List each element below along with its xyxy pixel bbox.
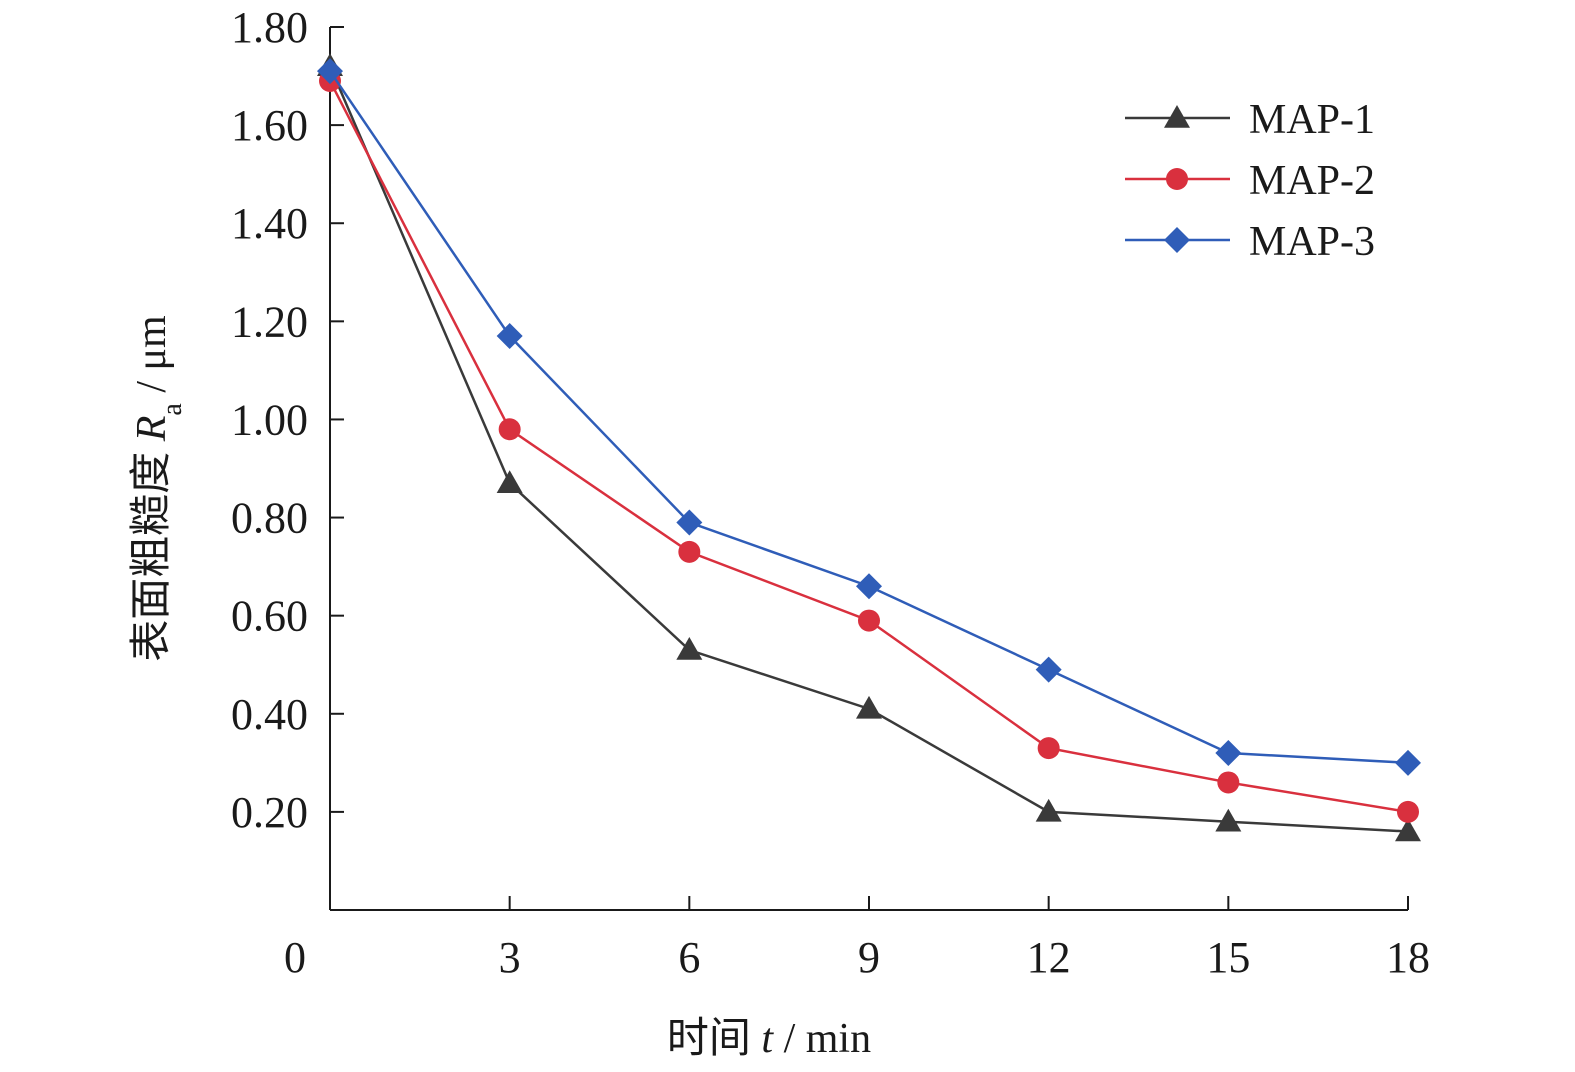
data-point — [678, 540, 701, 563]
y-tick-label: 1.80 — [231, 3, 308, 52]
y-tick-label: 0.40 — [231, 690, 308, 739]
data-point — [1215, 808, 1242, 832]
legend-item: MAP-2 — [1125, 158, 1375, 204]
data-point — [676, 509, 703, 536]
y-ticks: 0.20 0.40 0.60 0.80 1.00 1.20 1.40 1.60 1.80 — [231, 3, 344, 837]
x-tick-label: 18 — [1386, 933, 1430, 982]
data-point — [496, 323, 523, 350]
data-point — [1035, 656, 1062, 683]
data-point — [676, 637, 703, 660]
legend: MAP-1 MAP-2 MAP-3 — [1125, 97, 1375, 265]
data-point — [1035, 798, 1062, 822]
y-axis-title-prefix: 表面粗糙度 — [129, 441, 175, 662]
legend-item: MAP-1 — [1125, 97, 1375, 143]
data-point — [496, 470, 523, 493]
legend-label: MAP-2 — [1249, 158, 1375, 204]
x-tick-label: 9 — [858, 933, 880, 982]
legend-label: MAP-3 — [1249, 219, 1375, 265]
y-axis-title-unit: / μm — [129, 315, 175, 403]
y-tick-label: 1.00 — [231, 395, 308, 444]
x-axis-title: 时间 t / min — [667, 1016, 871, 1062]
x-tick-label: 15 — [1206, 933, 1250, 982]
y-tick-label: 0.60 — [231, 592, 308, 641]
x-ticks: 0 3 6 9 12 15 18 — [284, 896, 1430, 982]
legend-label: MAP-1 — [1249, 97, 1375, 143]
y-axis-title: 表面粗糙度 Ra / μm — [129, 315, 188, 662]
axes: 0.20 0.40 0.60 0.80 1.00 1.20 1.40 1.60 1.80 0 3 6… — [231, 3, 1430, 982]
data-point — [1395, 818, 1421, 842]
x-tick-label: 12 — [1027, 933, 1071, 982]
data-point — [317, 58, 343, 85]
data-point — [1215, 740, 1242, 767]
y-tick-label: 1.60 — [231, 101, 308, 150]
y-tick-label: 0.80 — [231, 494, 308, 543]
series-layer — [317, 53, 1421, 842]
x-tick-label: 6 — [678, 933, 700, 982]
y-tick-label: 1.20 — [231, 297, 308, 346]
data-point — [498, 418, 521, 441]
x-axis-title-unit: / min — [773, 1016, 871, 1062]
data-point — [858, 609, 880, 632]
data-point — [1217, 771, 1240, 794]
y-tick-label: 1.40 — [231, 199, 308, 248]
y-axis-title-subscript: a — [157, 403, 188, 416]
x-tick-label: 0 — [284, 933, 306, 982]
legend-item: MAP-3 — [1125, 219, 1375, 265]
legend-marker — [1164, 105, 1190, 128]
data-point — [1395, 749, 1421, 776]
y-axis-title-variable: R — [129, 416, 175, 443]
legend-marker — [1166, 168, 1188, 190]
data-point — [1037, 737, 1060, 760]
legend-marker — [1164, 227, 1190, 253]
series-line — [328, 70, 1409, 765]
x-axis-title-variable: t — [761, 1016, 774, 1062]
data-point — [1397, 800, 1419, 823]
data-point — [856, 695, 882, 719]
x-axis-title-prefix: 时间 — [667, 1016, 762, 1062]
y-tick-label: 0.20 — [231, 788, 308, 837]
x-tick-label: 3 — [499, 933, 521, 982]
data-point — [856, 573, 882, 600]
series-map-3 — [317, 58, 1421, 776]
